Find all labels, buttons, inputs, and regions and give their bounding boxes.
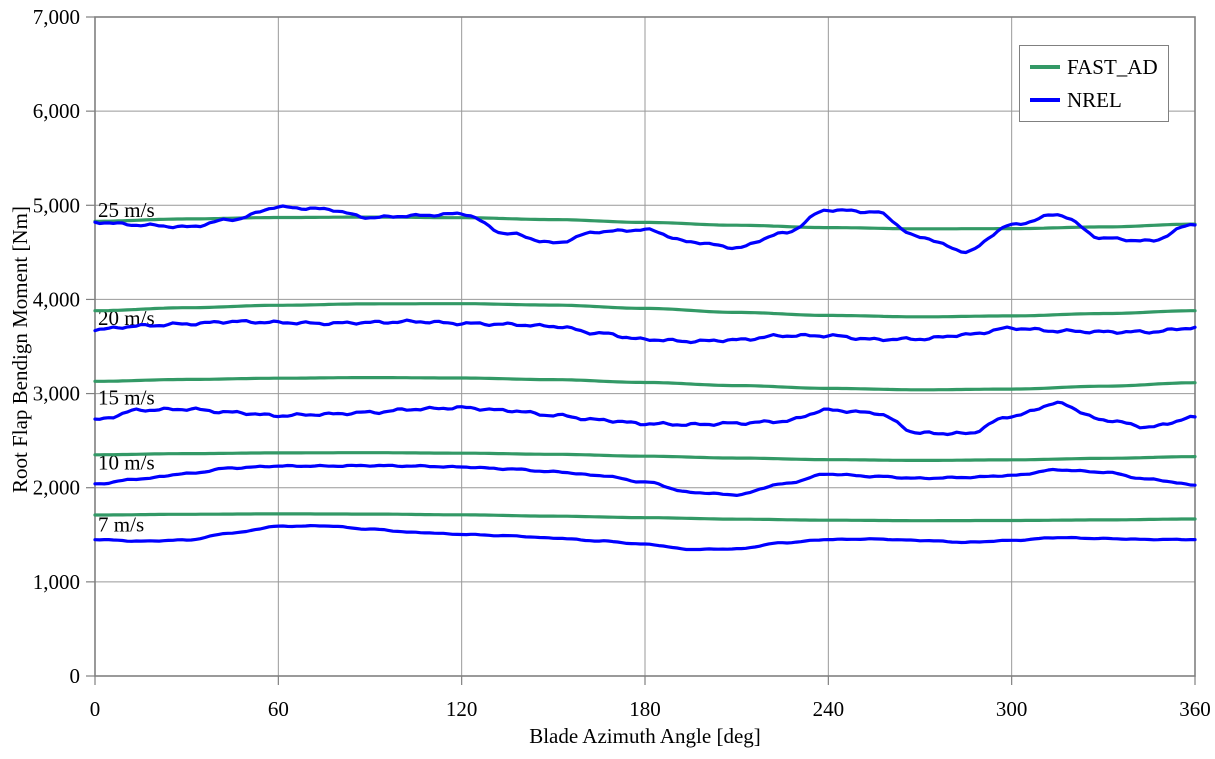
y-tick-label: 0 — [70, 664, 81, 688]
series-line-nrel-20-m-s — [93, 318, 1197, 345]
legend-label-fast-ad: FAST_AD — [1067, 55, 1158, 79]
x-tick-label: 180 — [629, 697, 661, 721]
x-tick-label: 360 — [1179, 697, 1211, 721]
x-tick-label: 240 — [813, 697, 845, 721]
curve-label: 15 m/s — [98, 385, 155, 409]
y-tick-label: 2,000 — [33, 476, 80, 500]
series-line-nrel-7-m-s — [93, 523, 1197, 552]
series-line-fast_ad-15-m-s — [93, 376, 1197, 392]
x-tick-label: 60 — [268, 697, 289, 721]
x-tick-label: 120 — [446, 697, 478, 721]
y-tick-label: 6,000 — [33, 99, 80, 123]
fast-ad-line-icon — [1030, 65, 1060, 69]
legend: FAST_AD NREL — [1019, 45, 1169, 122]
y-tick-label: 4,000 — [33, 287, 80, 311]
y-tick-label: 7,000 — [33, 5, 80, 29]
x-axis-title: Blade Azimuth Angle [deg] — [529, 724, 761, 748]
x-tick-label: 300 — [996, 697, 1028, 721]
series-line-nrel-10-m-s — [93, 463, 1197, 497]
series-line-fast_ad-20-m-s — [93, 302, 1197, 319]
series-line-nrel-25-m-s — [93, 204, 1197, 255]
y-tick-label: 5,000 — [33, 193, 80, 217]
legend-label-nrel: NREL — [1067, 88, 1122, 112]
legend-item-fast-ad: FAST_AD — [1030, 55, 1160, 79]
legend-item-nrel: NREL — [1030, 88, 1160, 112]
series-line-nrel-15-m-s — [93, 400, 1197, 437]
nrel-line-icon — [1030, 98, 1060, 102]
x-tick-label: 0 — [90, 697, 101, 721]
y-tick-label: 1,000 — [33, 570, 80, 594]
y-tick-label: 3,000 — [33, 382, 80, 406]
series-line-fast_ad-10-m-s — [93, 451, 1197, 462]
series-line-fast_ad-7-m-s — [93, 512, 1197, 523]
series-line-fast_ad-25-m-s — [93, 215, 1197, 231]
curve-label: 25 m/s — [98, 198, 155, 222]
y-axis-title: Root Flap Bendign Moment [Nm] — [8, 206, 32, 493]
